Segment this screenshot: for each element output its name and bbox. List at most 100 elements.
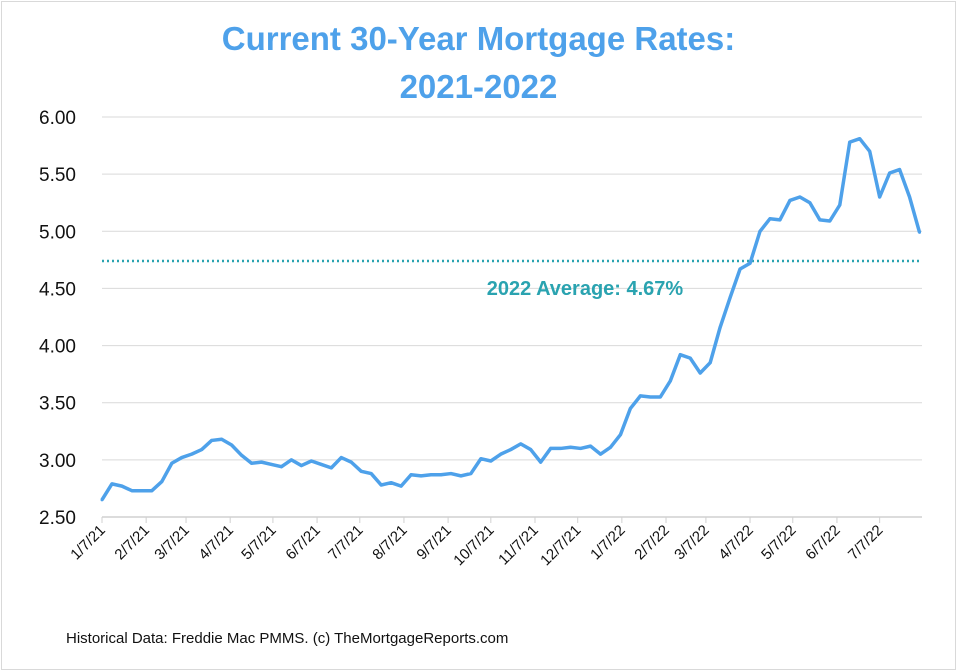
data-point bbox=[449, 472, 453, 476]
y-tick-label: 3.50 bbox=[39, 394, 76, 415]
data-point bbox=[439, 473, 443, 477]
data-point bbox=[140, 489, 144, 493]
data-point bbox=[120, 484, 124, 488]
data-point bbox=[379, 483, 383, 487]
data-point bbox=[180, 456, 184, 460]
x-tick-label: 7/7/21 bbox=[325, 522, 367, 564]
data-point bbox=[110, 482, 114, 486]
x-tick-label: 6/7/22 bbox=[802, 522, 844, 564]
y-tick-label: 4.00 bbox=[39, 337, 76, 358]
x-tick-label: 3/7/21 bbox=[151, 522, 193, 564]
data-point bbox=[419, 474, 423, 478]
data-point bbox=[509, 448, 513, 452]
data-point bbox=[579, 446, 583, 450]
x-tick-label: 4/7/21 bbox=[195, 522, 237, 564]
chart-title-line2: 2021-2022 bbox=[399, 68, 558, 105]
data-point bbox=[289, 458, 293, 462]
y-tick-label: 4.50 bbox=[39, 279, 76, 300]
data-point bbox=[499, 452, 503, 456]
data-point bbox=[738, 267, 742, 271]
data-point bbox=[529, 448, 533, 452]
data-point bbox=[160, 480, 164, 484]
x-tick-label: 11/7/21 bbox=[495, 522, 542, 569]
x-tick-label: 5/7/22 bbox=[758, 522, 800, 564]
data-point bbox=[828, 219, 832, 223]
x-tick-label: 6/7/21 bbox=[282, 522, 324, 564]
data-point bbox=[648, 395, 652, 399]
data-point bbox=[918, 230, 922, 234]
y-tick-label: 2.50 bbox=[39, 508, 76, 529]
data-point bbox=[269, 462, 273, 466]
x-tick-label: 4/7/22 bbox=[715, 522, 757, 564]
data-point bbox=[369, 472, 373, 476]
data-point bbox=[808, 201, 812, 205]
data-point bbox=[589, 444, 593, 448]
data-point bbox=[708, 361, 712, 365]
x-tick-label: 2/7/22 bbox=[631, 522, 673, 564]
data-point bbox=[788, 198, 792, 202]
data-point bbox=[399, 484, 403, 488]
data-point bbox=[559, 446, 563, 450]
data-point bbox=[100, 498, 104, 502]
data-point bbox=[678, 353, 682, 357]
data-point bbox=[479, 457, 483, 461]
data-point bbox=[908, 195, 912, 199]
data-point bbox=[150, 489, 154, 493]
data-point bbox=[868, 149, 872, 153]
data-point bbox=[349, 460, 353, 464]
data-point bbox=[339, 456, 343, 460]
data-point bbox=[329, 466, 333, 470]
chart-title-line1: Current 30-Year Mortgage Rates: bbox=[221, 20, 736, 57]
data-point bbox=[210, 438, 214, 442]
data-point bbox=[858, 137, 862, 141]
x-tick-label: 7/7/22 bbox=[845, 522, 887, 564]
data-point bbox=[309, 459, 313, 463]
data-point bbox=[319, 462, 323, 466]
data-point bbox=[768, 217, 772, 221]
x-tick-label: 1/7/22 bbox=[587, 522, 629, 564]
data-point bbox=[618, 433, 622, 437]
data-point bbox=[429, 473, 433, 477]
rate-series-line bbox=[100, 136, 922, 501]
data-point bbox=[898, 168, 902, 172]
data-point bbox=[250, 461, 254, 465]
y-tick-label: 3.00 bbox=[39, 451, 76, 472]
data-point bbox=[299, 464, 303, 468]
data-point bbox=[549, 446, 553, 450]
data-point bbox=[638, 394, 642, 398]
data-point bbox=[778, 218, 782, 222]
x-tick-label: 5/7/21 bbox=[238, 522, 280, 564]
data-point bbox=[878, 195, 882, 199]
data-point bbox=[798, 195, 802, 199]
data-point bbox=[848, 140, 852, 144]
x-tick-label: 8/7/21 bbox=[369, 522, 411, 564]
y-tick-label: 5.50 bbox=[39, 165, 76, 186]
chart-footer: Historical Data: Freddie Mac PMMS. (c) T… bbox=[66, 630, 509, 647]
data-point bbox=[389, 481, 393, 485]
x-tick-label: 2/7/21 bbox=[111, 522, 153, 564]
data-point bbox=[170, 461, 174, 465]
data-point bbox=[818, 218, 822, 222]
data-point bbox=[459, 474, 463, 478]
data-point bbox=[688, 356, 692, 360]
data-point bbox=[569, 445, 573, 449]
data-point bbox=[728, 296, 732, 300]
data-point bbox=[409, 473, 413, 477]
y-tick-label: 6.00 bbox=[39, 108, 76, 129]
data-point bbox=[758, 229, 762, 233]
data-point bbox=[260, 460, 264, 464]
data-point bbox=[279, 465, 283, 469]
data-point bbox=[190, 452, 194, 456]
data-point bbox=[240, 453, 244, 457]
data-point bbox=[230, 443, 234, 447]
data-point bbox=[489, 459, 493, 463]
data-point bbox=[718, 325, 722, 329]
data-point bbox=[658, 395, 662, 399]
data-point bbox=[519, 442, 523, 446]
data-point bbox=[698, 371, 702, 375]
data-point bbox=[888, 171, 892, 175]
data-point bbox=[668, 379, 672, 383]
